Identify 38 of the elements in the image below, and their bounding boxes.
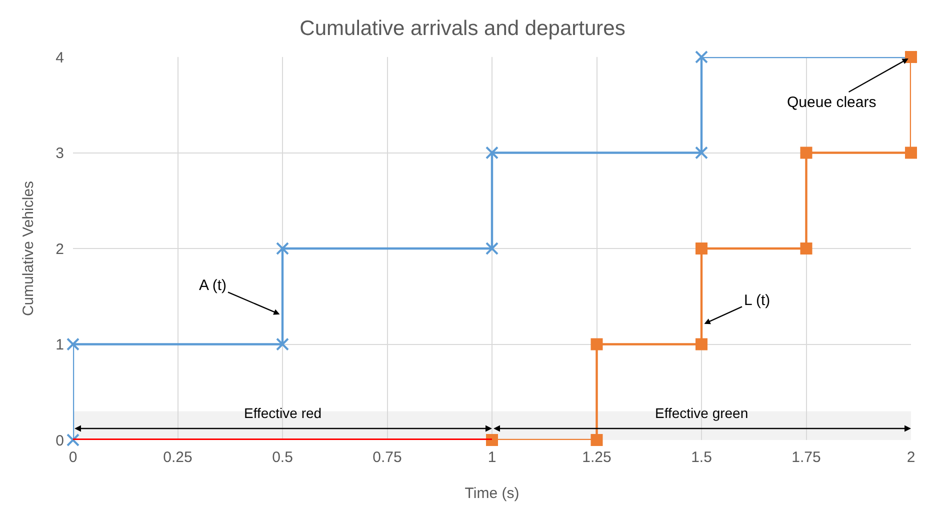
point [486, 146, 498, 160]
point [800, 146, 812, 159]
annotation: L (t) [744, 292, 770, 309]
point [276, 338, 289, 351]
x-tick-label: 1.5 [691, 449, 712, 466]
x-tick-label: 1.25 [582, 449, 612, 466]
point [486, 242, 498, 255]
point [276, 242, 289, 255]
y-tick-label: 1 [56, 336, 64, 354]
point [905, 146, 917, 159]
y-tick-label: 0 [56, 432, 64, 450]
x-tick-label: 1 [488, 449, 496, 466]
x-tick-label: 1.75 [792, 449, 821, 466]
chart-title: Cumulative arrivals and departures [300, 17, 626, 40]
y-tick-label: 4 [56, 49, 64, 66]
y-axis-title: Cumulative Vehicles [20, 180, 37, 316]
y-tick-label: 3 [56, 145, 64, 162]
band-label: Effective green [655, 405, 748, 421]
x-tick-label: 0 [68, 449, 78, 466]
annotation: A (t) [199, 277, 227, 294]
point [590, 434, 603, 446]
annotation: Queue clears [787, 94, 876, 111]
point [66, 338, 80, 351]
band-label: Effective red [244, 405, 322, 421]
point [800, 242, 812, 254]
point [590, 338, 603, 350]
point [695, 146, 708, 160]
point [696, 338, 708, 350]
point [486, 434, 498, 446]
x-tick-label: 0.5 [272, 449, 293, 466]
point [695, 50, 708, 64]
x-axis-title: Time (s) [464, 485, 520, 502]
x-tick-label: 0.25 [163, 449, 192, 466]
y-tick-label: 2 [56, 240, 64, 258]
point [66, 434, 80, 446]
point [696, 242, 708, 254]
x-tick-label: 2 [906, 449, 916, 466]
x-tick-label: 0.75 [372, 449, 402, 466]
